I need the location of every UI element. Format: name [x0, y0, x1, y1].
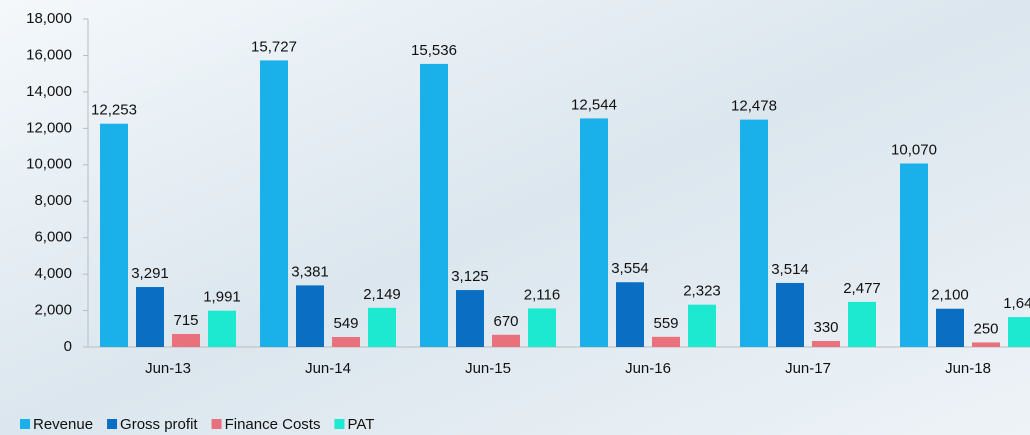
data-label: 2,149: [363, 286, 401, 303]
legend-label: Gross profit: [120, 416, 198, 433]
bar: [492, 335, 520, 347]
bar: [740, 120, 768, 347]
data-label: 1,991: [203, 289, 241, 306]
bar: [420, 64, 448, 347]
data-label: 670: [493, 313, 518, 330]
chart: 0 2,000 4,000 6,000 8,000 10,000 12,000 14,000 1…: [0, 0, 1030, 435]
data-label: 12,544: [571, 96, 617, 113]
legend-swatch: [107, 419, 117, 429]
x-tick-label: Jun-13: [145, 360, 191, 377]
data-label: 3,125: [451, 268, 489, 285]
data-label: 2,323: [683, 283, 721, 300]
y-tick-label: 10,000: [26, 156, 72, 173]
y-tick-label: 8,000: [34, 192, 72, 209]
x-tick-label: Jun-18: [945, 360, 991, 377]
bar: [172, 334, 200, 347]
y-tick-label: 14,000: [26, 83, 72, 100]
data-label: 15,727: [251, 38, 297, 55]
bar: [776, 283, 804, 347]
x-tick-label: Jun-15: [465, 360, 511, 377]
data-label: 12,478: [731, 98, 777, 115]
legend-swatch: [20, 419, 30, 429]
bar: [136, 287, 164, 347]
y-tick-label: 18,000: [26, 10, 72, 27]
data-label: 2,116: [524, 286, 560, 303]
data-label: 3,514: [771, 261, 809, 278]
bar: [296, 285, 324, 347]
bar: [260, 60, 288, 347]
data-label: 12,253: [91, 102, 137, 119]
bar: [616, 282, 644, 347]
bar: [688, 305, 716, 347]
y-tick-label: 6,000: [34, 229, 72, 246]
y-tick-label: 12,000: [26, 119, 72, 136]
bar: [100, 124, 128, 347]
y-tick-label: 4,000: [34, 265, 72, 282]
x-tick-label: Jun-17: [785, 360, 831, 377]
data-label: 3,554: [611, 260, 649, 277]
y-tick-label: 16,000: [26, 46, 72, 63]
data-label: 715: [173, 312, 198, 329]
legend-label: Finance Costs: [225, 416, 321, 433]
bar: [652, 337, 680, 347]
bar: [368, 308, 396, 347]
x-tick-label: Jun-14: [305, 360, 351, 377]
bar: [208, 311, 236, 347]
bar: [936, 309, 964, 347]
legend-label: PAT: [347, 416, 374, 433]
data-label: 549: [333, 315, 358, 332]
bar: [972, 342, 1000, 347]
bar: [900, 164, 928, 347]
bar: [580, 118, 608, 347]
y-tick-label: 0: [64, 338, 72, 355]
legend-swatch: [212, 419, 222, 429]
data-label: 250: [973, 320, 998, 337]
x-tick-label: Jun-16: [625, 360, 671, 377]
legend-label: Revenue: [33, 416, 93, 433]
data-label: 10,070: [891, 141, 937, 158]
data-label: 3,381: [291, 263, 329, 280]
bar: [848, 302, 876, 347]
data-label: 3,291: [131, 265, 169, 282]
data-label: 2,100: [931, 287, 969, 304]
bar: [332, 337, 360, 347]
bar: [812, 341, 840, 347]
legend-swatch: [334, 419, 344, 429]
data-label: 15,536: [411, 42, 457, 59]
bar: [1008, 317, 1030, 347]
data-label: 1,641: [1003, 295, 1030, 312]
bar: [456, 290, 484, 347]
y-tick-label: 2,000: [34, 302, 72, 319]
data-label: 559: [653, 315, 678, 332]
data-label: 2,477: [843, 280, 881, 297]
bar: [528, 308, 556, 347]
data-label: 330: [813, 319, 838, 336]
